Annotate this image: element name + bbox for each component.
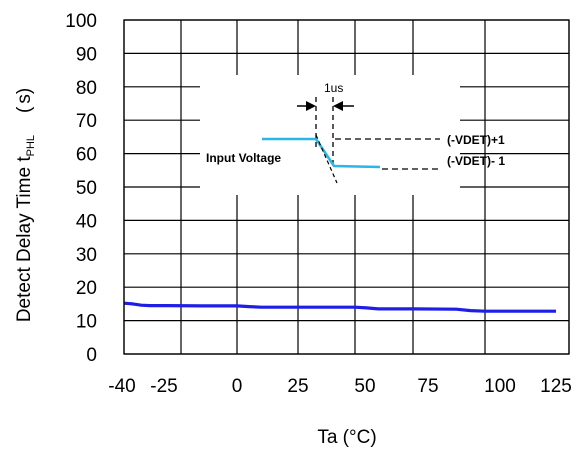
inset-background — [200, 75, 460, 195]
plot-area — [123, 301, 556, 313]
inset-low-label: (-VDET)- 1 — [447, 154, 505, 168]
plot-frame — [123, 19, 570, 355]
y-tick-label-1: 10 — [76, 312, 97, 333]
inset-high-label: (-VDET)+1 — [447, 133, 505, 147]
y-tick-label-7: 70 — [76, 111, 97, 132]
x-axis-title: Ta (°C) — [317, 427, 376, 448]
inset-arrow-left-head — [306, 101, 316, 111]
x-tick-label-2: 0 — [232, 376, 243, 397]
y-tick-labels: 0 10 20 30 40 50 60 70 80 90 100 — [65, 11, 97, 366]
y-axis-title-unit-end: s) — [14, 88, 35, 104]
y-axis-title-unit: ( — [14, 106, 35, 113]
y-axis-title-main: Detect Delay Time t — [14, 156, 35, 322]
x-tick-label-1: -25 — [150, 376, 177, 397]
y-tick-label-6: 60 — [76, 145, 97, 166]
x-tick-label-0: -40 — [108, 376, 135, 397]
x-tick-label-3: 25 — [287, 376, 308, 397]
x-tick-label-4: 50 — [354, 376, 375, 397]
y-tick-label-0: 0 — [86, 345, 97, 366]
inset-input-voltage-label: Input Voltage — [206, 151, 281, 165]
inset-transition-dash — [315, 134, 338, 184]
series-line-0 — [123, 301, 556, 313]
x-tick-label-5: 75 — [417, 376, 438, 397]
inset-1us-label: 1us — [324, 81, 343, 95]
y-tick-label-8: 80 — [76, 78, 97, 99]
inset-arrow-right-head — [333, 101, 343, 111]
inset-waveform: 1us Input Voltage (-VDET)+1 (-VDET)- 1 — [200, 75, 505, 195]
inset-input-waveform — [262, 137, 381, 169]
y-tick-label-10: 100 — [65, 11, 97, 32]
y-axis-title: Detect Delay Time tPHL ( s) — [14, 88, 37, 322]
x-tick-labels: -40 -25 0 25 50 75 100 125 — [108, 376, 572, 397]
y-tick-label-9: 90 — [76, 44, 97, 65]
y-tick-label-3: 30 — [76, 245, 97, 266]
y-axis-title-sub: PHL — [25, 135, 37, 156]
x-tick-label-7: 125 — [540, 376, 572, 397]
y-tick-label-5: 50 — [76, 178, 97, 199]
y-tick-label-4: 40 — [76, 211, 97, 232]
x-tick-label-6: 100 — [484, 376, 516, 397]
y-tick-label-2: 20 — [76, 278, 97, 299]
